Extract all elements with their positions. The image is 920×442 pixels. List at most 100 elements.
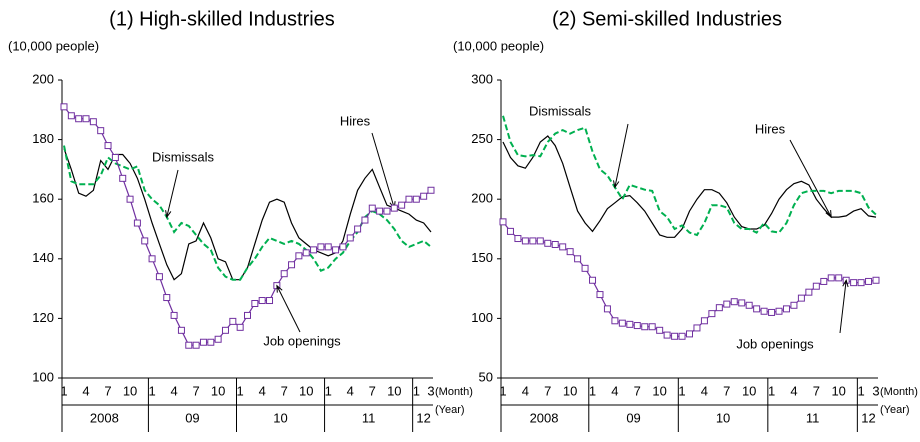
marker xyxy=(850,279,858,287)
marker xyxy=(310,246,318,254)
x-tick-label: 7 xyxy=(544,383,551,398)
marker xyxy=(611,317,619,325)
marker xyxy=(596,291,604,299)
marker xyxy=(581,264,589,272)
year-label: 11 xyxy=(362,410,376,425)
arrow-head xyxy=(276,284,283,293)
x-tick-label: 4 xyxy=(259,383,266,398)
marker xyxy=(797,294,805,302)
marker xyxy=(412,195,420,203)
arrow-head xyxy=(825,210,832,219)
marker xyxy=(603,305,611,313)
year-label: 10 xyxy=(716,410,730,425)
marker xyxy=(354,225,362,233)
chart-title: (2) Semi-skilled Industries xyxy=(552,8,782,30)
x-tick-label: 10 xyxy=(652,383,666,398)
marker xyxy=(317,243,325,251)
y-tick-label: 120 xyxy=(32,310,54,325)
year-label: 09 xyxy=(626,410,640,425)
marker xyxy=(551,240,559,248)
marker xyxy=(618,319,626,327)
marker xyxy=(678,332,686,340)
x-tick-label: 4 xyxy=(701,383,708,398)
marker xyxy=(589,276,597,284)
annotation-arrow xyxy=(166,169,179,218)
arrow-head xyxy=(842,279,849,288)
marker xyxy=(514,235,522,243)
annotation-arrow xyxy=(614,123,629,188)
marker xyxy=(686,330,693,338)
marker xyxy=(499,218,507,226)
x-tick-label: 10 xyxy=(831,383,845,398)
marker xyxy=(207,338,215,346)
series-label: Dismissals xyxy=(529,103,592,118)
marker xyxy=(60,103,68,111)
marker xyxy=(148,255,156,263)
marker xyxy=(89,118,97,126)
marker xyxy=(790,301,798,309)
x-tick-label: 1 xyxy=(768,383,775,398)
marker xyxy=(185,341,193,349)
y-tick-label: 100 xyxy=(32,369,54,384)
y-tick-label: 150 xyxy=(471,250,493,265)
line-series xyxy=(502,221,877,337)
marker xyxy=(835,274,843,282)
x-tick-label: 1 xyxy=(148,383,155,398)
y-tick-label: 140 xyxy=(32,250,54,265)
year-label: 2008 xyxy=(530,410,559,425)
x-tick-label: 7 xyxy=(369,383,376,398)
year-label: 12 xyxy=(416,410,430,425)
marker xyxy=(782,305,790,313)
line-series xyxy=(63,106,432,346)
x-tick-label: 1 xyxy=(325,383,332,398)
marker xyxy=(805,288,813,296)
marker xyxy=(390,204,398,212)
y-tick-label: 50 xyxy=(479,369,493,384)
marker xyxy=(574,255,582,263)
marker xyxy=(97,127,105,135)
marker xyxy=(346,234,354,242)
x-tick-label: 7 xyxy=(104,383,111,398)
marker xyxy=(775,307,783,315)
y-tick-label: 100 xyxy=(471,310,493,325)
y-axis-label: (10,000 people) xyxy=(453,38,544,53)
year-label: 2008 xyxy=(90,410,119,425)
x-tick-label: 1 xyxy=(589,383,596,398)
marker xyxy=(236,323,244,331)
x-tick-label: 4 xyxy=(82,383,89,398)
x-axis-label: (Month) xyxy=(435,386,473,398)
marker xyxy=(753,305,761,313)
marker xyxy=(663,331,671,339)
y-tick-label: 180 xyxy=(32,131,54,146)
x-tick-label: 7 xyxy=(634,383,641,398)
x-tick-label: 1 xyxy=(413,383,420,398)
y-tick-label: 200 xyxy=(32,71,54,86)
x-tick-label: 7 xyxy=(193,383,200,398)
marker xyxy=(633,322,641,330)
marker xyxy=(671,332,679,340)
x-tick-label: 10 xyxy=(387,383,401,398)
marker xyxy=(163,294,171,302)
marker xyxy=(119,174,127,182)
marker xyxy=(133,219,141,227)
line-series xyxy=(502,115,877,237)
x-tick-label: 10 xyxy=(299,383,313,398)
x-tick-label: 1 xyxy=(678,383,685,398)
marker xyxy=(405,195,413,203)
marker xyxy=(521,237,529,245)
series-label: Hires xyxy=(755,121,786,136)
arrow-head xyxy=(613,180,620,189)
marker xyxy=(820,277,828,285)
marker xyxy=(641,323,649,331)
marker xyxy=(295,252,303,260)
x-tick-label: 7 xyxy=(723,383,730,398)
line-series xyxy=(63,148,432,281)
x-axis-label: (Month) xyxy=(880,386,918,398)
year-label: 10 xyxy=(273,410,287,425)
marker xyxy=(626,320,634,328)
marker xyxy=(214,335,222,343)
marker xyxy=(506,227,514,235)
marker xyxy=(141,237,149,245)
x2-axis-label: (Year) xyxy=(435,404,465,416)
marker xyxy=(723,300,731,308)
